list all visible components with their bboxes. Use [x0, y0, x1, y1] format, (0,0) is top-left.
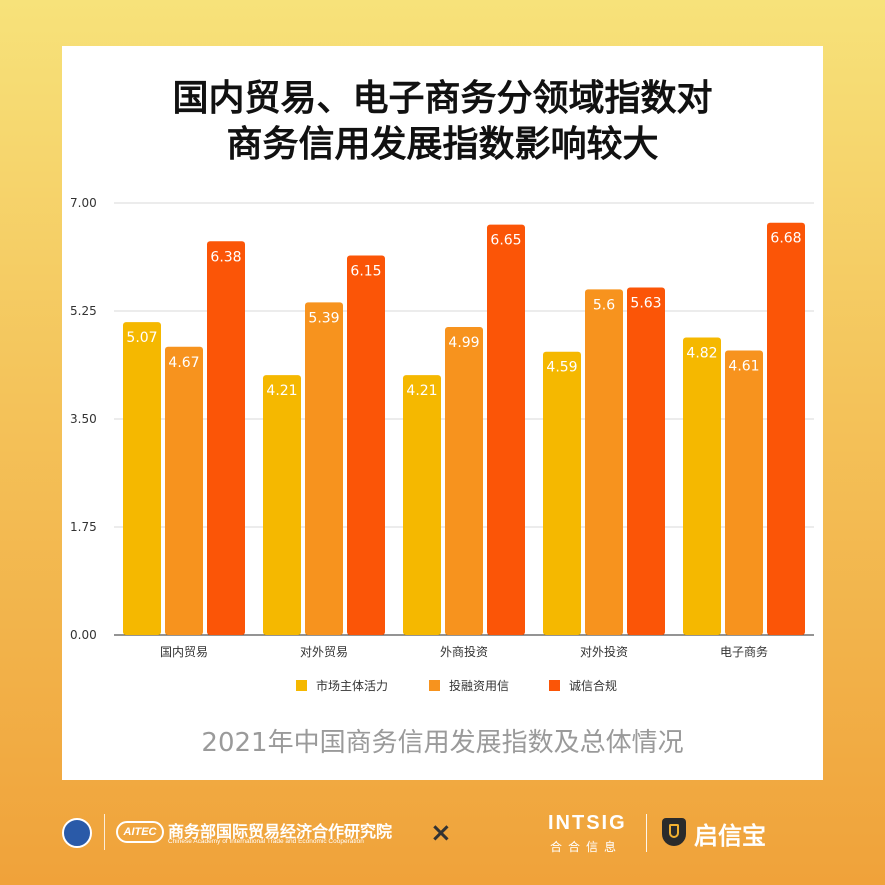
bar-value-label: 5.07 — [126, 330, 157, 346]
bar-value-label: 4.21 — [406, 383, 437, 399]
bar-value-label: 6.65 — [490, 233, 521, 249]
qixinbao-brand: 启信宝 — [694, 822, 766, 850]
bar-value-label: 4.67 — [168, 355, 199, 371]
bar — [445, 327, 483, 635]
x-tick-label: 国内贸易 — [160, 645, 208, 659]
bar — [305, 302, 343, 635]
bar-chart: 0.00 1.75 3.50 5.25 7.00 5.07 4.67 6.38 国内贸易 4.21… — [70, 196, 814, 693]
y-tick-label: 7.00 — [70, 196, 97, 210]
bar-value-label: 4.59 — [546, 360, 577, 376]
y-tick-label: 5.25 — [70, 304, 97, 318]
intsig-cn-name: 合合信息 — [550, 840, 623, 854]
org-name-en: Chinese Academy of International Trade a… — [168, 838, 364, 845]
bar — [543, 351, 581, 635]
x-tick-label: 外商投资 — [440, 644, 488, 659]
y-tick-label: 3.50 — [70, 412, 97, 426]
chart-subtitle: 2021年中国商务信用发展指数及总体情况 — [201, 728, 684, 758]
bar — [123, 322, 161, 635]
bar — [403, 375, 441, 635]
times-sign: × — [430, 818, 452, 848]
bar-value-label: 4.99 — [448, 335, 479, 351]
bar-value-label: 6.38 — [210, 249, 241, 265]
legend-label: 投融资用信 — [449, 678, 509, 693]
legend-label: 诚信合规 — [569, 678, 617, 693]
y-tick-label: 0.00 — [70, 628, 97, 642]
bar — [207, 241, 245, 635]
bar — [585, 289, 623, 635]
legend-swatch — [296, 680, 307, 691]
footer: AITEC 商务部国际贸易经济合作研究院 Chinese Academy of … — [0, 800, 885, 885]
chart-title-line-2: 商务信用发展指数影响较大 — [226, 124, 659, 165]
y-tick-label: 1.75 — [70, 520, 97, 534]
bar-value-label: 4.82 — [686, 346, 717, 362]
chart-title: 国内贸易、电子商务分领域指数对 商务信用发展指数影响较大 — [62, 76, 823, 168]
org-name: 商务部国际贸易经济合作研究院 — [168, 822, 393, 841]
footer-divider — [104, 814, 105, 850]
x-tick-label: 对外贸易 — [300, 645, 348, 659]
x-tick-label: 电子商务 — [720, 644, 768, 659]
bar — [165, 346, 203, 635]
bar-value-label: 4.21 — [266, 383, 297, 399]
bar-value-label: 4.61 — [728, 358, 759, 374]
bar — [767, 222, 805, 635]
bar-value-label: 5.39 — [308, 310, 339, 326]
mofcom-emblem-icon — [62, 818, 92, 848]
bar-value-label: 5.63 — [630, 296, 661, 312]
bar — [347, 255, 385, 635]
bar-value-label: 5.6 — [593, 297, 615, 313]
bar — [263, 375, 301, 635]
caitec-logo: AITEC — [116, 821, 164, 843]
x-tick-label: 对外投资 — [580, 644, 628, 659]
bar — [725, 350, 763, 635]
footer-divider-2 — [646, 814, 647, 852]
bar — [683, 337, 721, 635]
bar-value-label: 6.15 — [350, 263, 381, 279]
bar — [487, 224, 525, 635]
legend-swatch — [549, 680, 560, 691]
chart-title-line-1: 国内贸易、电子商务分领域指数对 — [172, 78, 713, 119]
legend-swatch — [429, 680, 440, 691]
shield-icon — [662, 818, 686, 846]
chart-card: 国内贸易、电子商务分领域指数对 商务信用发展指数影响较大 0.00 1.75 3.5… — [62, 46, 823, 780]
legend-label: 市场主体活力 — [316, 678, 388, 693]
intsig-logo: INTSIG — [548, 812, 627, 834]
bar-value-label: 6.68 — [770, 231, 801, 247]
bar — [627, 287, 665, 635]
